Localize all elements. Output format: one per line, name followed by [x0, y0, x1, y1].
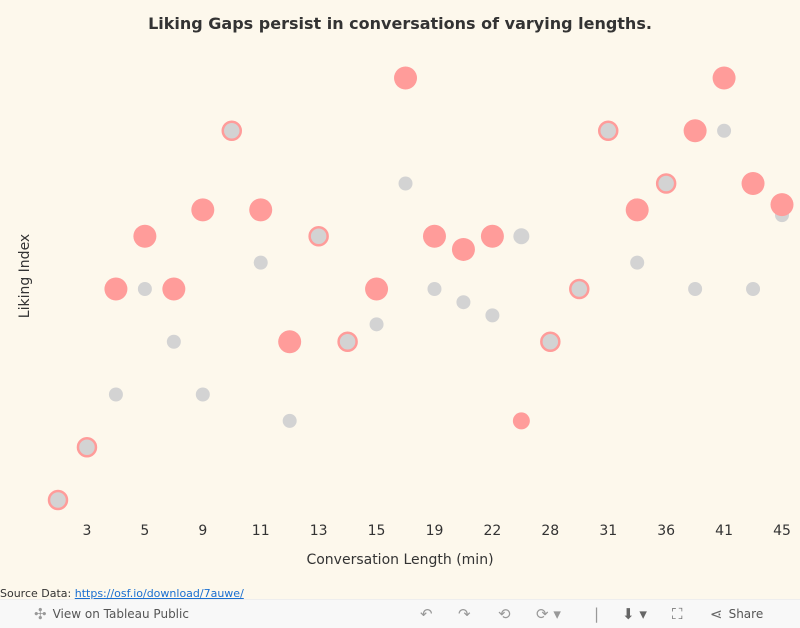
- pink-dot[interactable]: [480, 224, 504, 248]
- gray-dot[interactable]: [282, 413, 297, 428]
- pink-dot[interactable]: [451, 237, 475, 261]
- pink-dot[interactable]: [278, 330, 302, 354]
- gray-dot[interactable]: [688, 282, 703, 296]
- gray-dot[interactable]: [456, 295, 471, 310]
- x-tick-label: 31: [599, 523, 617, 539]
- pink-dot[interactable]: [104, 277, 128, 301]
- gray-dot[interactable]: [630, 255, 645, 270]
- divider: |: [594, 605, 600, 623]
- x-tick-label: 28: [541, 523, 559, 539]
- refresh-icon[interactable]: ⟳ ▾: [536, 605, 561, 623]
- gray-dot[interactable]: [166, 334, 181, 349]
- source-link[interactable]: https://osf.io/download/7auwe/: [74, 587, 244, 600]
- gray-dot[interactable]: [253, 255, 268, 270]
- download-icon[interactable]: ⬇ ▾: [622, 605, 647, 623]
- pink-dot[interactable]: [712, 66, 736, 90]
- pink-dot[interactable]: [365, 277, 389, 301]
- x-tick-label: 22: [483, 523, 501, 539]
- pink-dot[interactable]: [162, 277, 186, 301]
- gray-dot[interactable]: [108, 387, 123, 402]
- pink-dot[interactable]: [512, 412, 530, 430]
- x-tick-label: 41: [715, 523, 733, 539]
- x-axis-label-text: Conversation Length (min): [306, 552, 494, 568]
- pink-dot[interactable]: [770, 193, 794, 217]
- x-tick-label: 11: [252, 523, 270, 539]
- tied-dot[interactable]: [308, 226, 329, 247]
- share-label: Share: [728, 607, 764, 621]
- pink-dot[interactable]: [741, 172, 765, 195]
- gray-dot[interactable]: [485, 308, 500, 323]
- x-tick-label: 36: [657, 523, 675, 539]
- x-tick-label: 9: [198, 523, 207, 539]
- fullscreen-icon[interactable]: ⛶: [672, 605, 683, 623]
- tableau-toolbar: ✣ View on Tableau Public ↶ ↷ ⟲ ⟳ ▾ | ⬇ ▾…: [0, 599, 800, 628]
- source-label: Source Data:: [0, 587, 72, 600]
- pink-dot[interactable]: [625, 198, 649, 222]
- pink-dot[interactable]: [191, 198, 215, 222]
- tied-dot[interactable]: [597, 120, 619, 141]
- tied-dot[interactable]: [569, 278, 590, 300]
- x-axis-label: Conversation Length (min): [0, 552, 800, 568]
- x-tick-label: 5: [140, 523, 149, 539]
- x-tick-label: 15: [368, 523, 386, 539]
- gray-dot[interactable]: [369, 317, 384, 332]
- x-tick-label: 3: [82, 523, 91, 539]
- pink-dot[interactable]: [394, 66, 418, 90]
- pink-dot[interactable]: [133, 224, 157, 248]
- gray-dot[interactable]: [398, 176, 413, 191]
- pink-dot[interactable]: [249, 198, 273, 222]
- pink-dot[interactable]: [683, 119, 707, 143]
- revert-icon[interactable]: ⟲: [498, 605, 511, 623]
- gray-dot[interactable]: [427, 282, 442, 296]
- tied-dot[interactable]: [540, 331, 561, 352]
- gray-dot[interactable]: [717, 123, 732, 138]
- tied-dot[interactable]: [655, 173, 677, 194]
- gray-dot[interactable]: [195, 387, 210, 402]
- undo-icon[interactable]: ↶: [420, 605, 433, 623]
- share-icon: ⋖: [710, 605, 723, 623]
- gray-dot[interactable]: [746, 282, 761, 296]
- redo-icon[interactable]: ↷: [458, 605, 471, 623]
- pink-dot[interactable]: [422, 224, 446, 248]
- tied-dot[interactable]: [76, 437, 98, 458]
- x-tick-label: 13: [310, 523, 328, 539]
- tied-dot[interactable]: [221, 120, 243, 141]
- source-note: Source Data: https://osf.io/download/7au…: [0, 587, 244, 600]
- chart-area: 3 5 9 11 13 15 19 22 28 31 36 41 45: [47, 66, 794, 539]
- tied-dot[interactable]: [47, 489, 69, 511]
- gray-dot[interactable]: [513, 228, 530, 245]
- x-tick-label: 19: [426, 523, 444, 539]
- view-on-tableau-button[interactable]: ✣ View on Tableau Public: [34, 605, 189, 623]
- share-button[interactable]: ⋖ Share: [710, 605, 764, 623]
- view-on-tableau-label: View on Tableau Public: [52, 607, 189, 621]
- tied-dot[interactable]: [337, 331, 358, 352]
- chart-title: Liking Gaps persist in conversations of …: [148, 14, 652, 33]
- gray-dot[interactable]: [137, 282, 152, 296]
- tableau-logo-icon: ✣: [34, 605, 47, 623]
- x-tick-label: 45: [773, 523, 791, 539]
